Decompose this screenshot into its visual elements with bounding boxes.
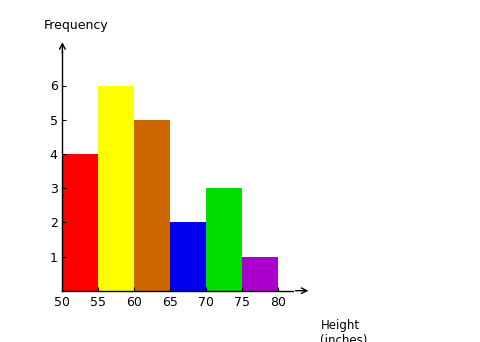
- Text: Frequency: Frequency: [44, 19, 108, 32]
- Bar: [170, 222, 206, 291]
- Text: Height
(inches): Height (inches): [321, 319, 368, 342]
- Bar: [134, 120, 170, 291]
- Bar: [98, 86, 134, 291]
- Bar: [242, 256, 278, 291]
- Bar: [62, 154, 98, 291]
- Bar: [206, 188, 242, 291]
